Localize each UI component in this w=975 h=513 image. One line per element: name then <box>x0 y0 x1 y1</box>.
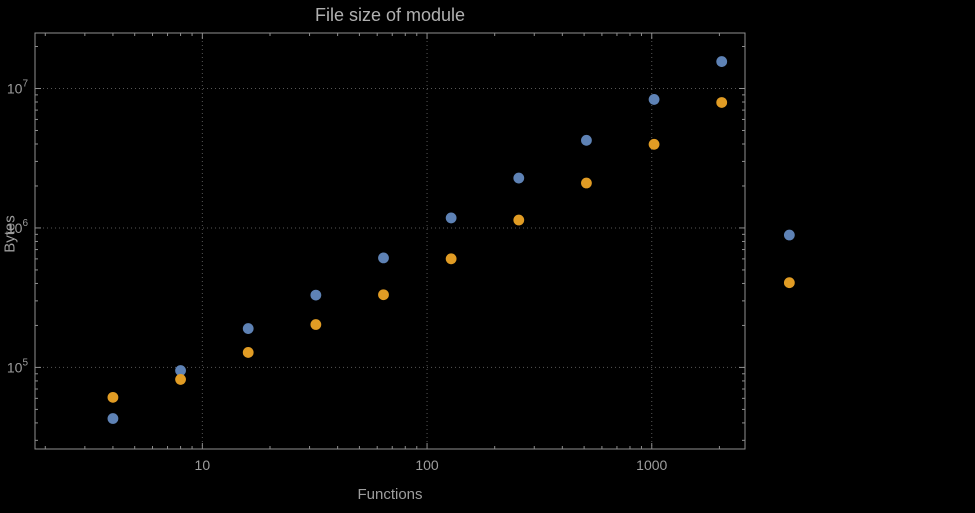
data-point-series-2-orange <box>310 319 322 330</box>
data-point-series-1-blue <box>716 56 728 67</box>
data-point-series-1-blue <box>445 212 457 224</box>
data-point-series-1-blue <box>581 134 592 146</box>
data-point-series-1-blue <box>310 289 322 301</box>
data-point-series-1-blue <box>378 252 389 264</box>
data-point-series-1-blue <box>242 323 254 334</box>
data-point-series-1-blue <box>648 94 660 105</box>
x-tick-label: 10 <box>195 457 211 473</box>
data-point-series-2-orange <box>378 289 389 301</box>
y-tick-label: 106 <box>7 218 29 236</box>
data-point-series-2-orange <box>513 214 525 226</box>
data-point-series-2-orange <box>716 97 728 108</box>
data-point-series-2-orange <box>107 391 119 403</box>
x-tick-label: 100 <box>415 457 439 473</box>
x-tick-label: 1000 <box>636 457 667 473</box>
data-point-series-2-orange <box>783 277 795 289</box>
data-point-series-2-orange <box>581 177 592 189</box>
chart-title: File size of module <box>314 5 466 25</box>
data-point-series-1-blue <box>175 365 186 376</box>
data-point-series-1-blue <box>783 229 795 241</box>
data-point-series-1-blue <box>513 172 525 184</box>
x-axis-label: Functions <box>357 486 423 503</box>
data-point-series-2-orange <box>648 138 660 150</box>
y-tick-label: 107 <box>7 78 29 96</box>
data-point-series-2-orange <box>242 347 254 358</box>
data-point-series-2-orange <box>175 374 186 385</box>
y-tick-label: 105 <box>7 357 29 375</box>
data-point-series-1-blue <box>107 413 119 424</box>
plot-frame <box>34 32 746 450</box>
data-point-series-2-orange <box>445 253 457 265</box>
